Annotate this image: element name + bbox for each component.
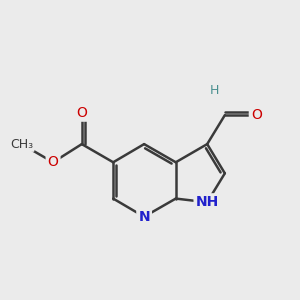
Text: NH: NH: [196, 195, 219, 209]
Text: O: O: [48, 155, 58, 169]
Text: O: O: [76, 106, 87, 120]
Text: CH₃: CH₃: [10, 138, 33, 151]
Text: N: N: [138, 210, 150, 224]
Text: H: H: [210, 84, 219, 97]
Text: O: O: [251, 108, 262, 122]
